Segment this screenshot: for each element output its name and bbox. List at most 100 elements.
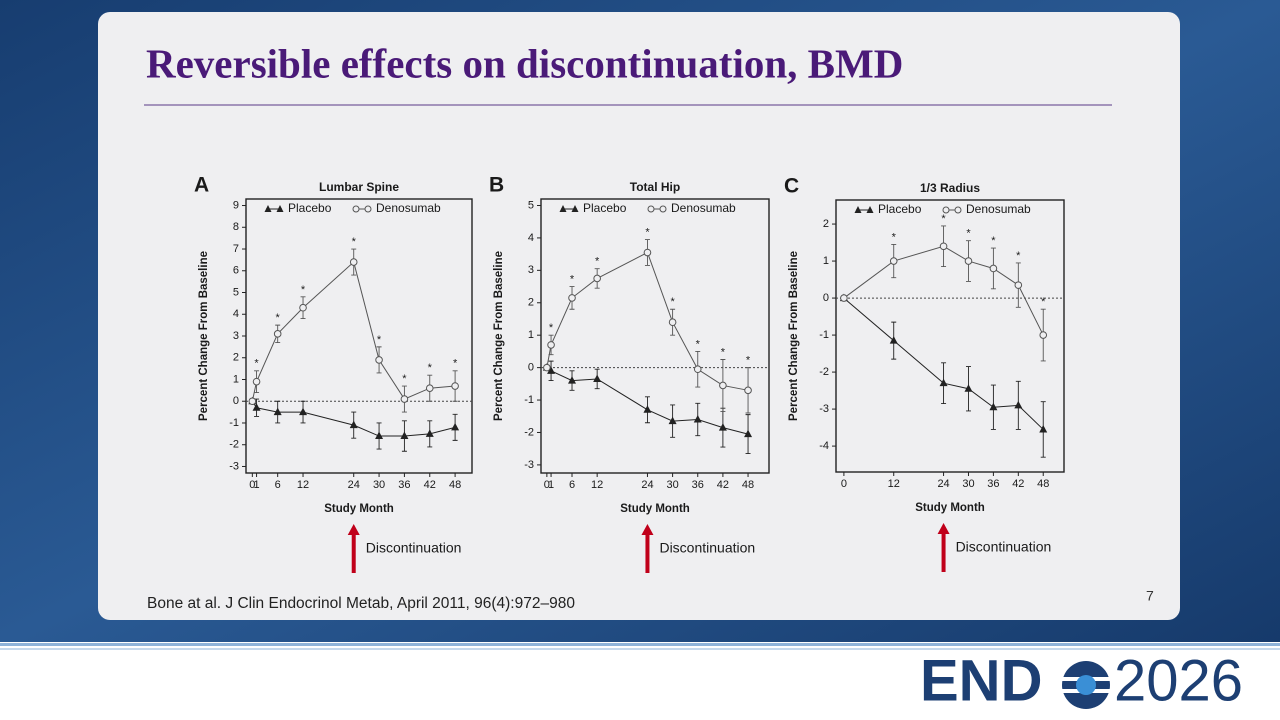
marker-circle (299, 303, 307, 312)
legend-marker (264, 205, 272, 212)
y-tick-label: -2 (819, 366, 829, 378)
legend-label: Denosumab (376, 201, 441, 215)
marker-triangle (668, 416, 677, 425)
x-tick-label: 42 (1012, 478, 1024, 490)
y-tick-label: -3 (524, 459, 534, 471)
significance-marker: * (352, 236, 357, 248)
citation: Bone at al. J Clin Endocrinol Metab, Apr… (147, 595, 575, 612)
marker-circle (568, 294, 576, 302)
marker-circle (273, 330, 282, 338)
legend-marker (364, 205, 372, 213)
slide-title: Reversible effects on discontinuation, B… (146, 40, 903, 86)
legend-marker (954, 206, 962, 214)
marker-circle (451, 382, 459, 390)
logo-right: 2026 (1114, 648, 1243, 713)
x-tick-label: 12 (888, 478, 900, 490)
y-tick-label: -4 (819, 440, 829, 452)
significance-marker: * (276, 312, 281, 324)
annotation-label: Discontinuation (956, 539, 1052, 555)
marker-triangle (744, 429, 753, 438)
x-tick-label: 6 (569, 479, 575, 491)
legend-marker (276, 205, 284, 212)
annotation-arrow (641, 524, 654, 573)
x-tick-label: 36 (987, 478, 999, 490)
legend-label: Placebo (583, 201, 627, 215)
marker-triangle (889, 336, 898, 344)
logo-left: END (920, 648, 1042, 713)
y-tick-label: -1 (229, 417, 239, 429)
significance-marker: * (570, 273, 575, 285)
x-tick-label: 6 (275, 479, 281, 491)
y-tick-label: -3 (819, 403, 829, 415)
chart-title: Lumbar Spine (319, 180, 399, 194)
y-tick-label: 1 (233, 373, 239, 385)
marker-triangle (273, 407, 282, 416)
marker-triangle (349, 420, 358, 429)
x-tick-label: 36 (398, 479, 410, 491)
y-axis-label: Percent Change From Baseline (493, 251, 505, 421)
significance-marker: * (746, 355, 751, 367)
x-tick-label: 48 (742, 479, 754, 491)
x-axis-label: Study Month (620, 503, 690, 515)
legend-label: Placebo (288, 201, 332, 215)
significance-marker: * (645, 226, 650, 238)
y-tick-label: -1 (819, 329, 829, 341)
x-tick-label: 24 (348, 479, 360, 491)
significance-marker: * (696, 338, 701, 350)
marker-triangle (1039, 424, 1048, 433)
legend-entry: Denosumab (647, 201, 736, 215)
marker-circle (400, 395, 409, 403)
x-tick-label: 30 (962, 478, 974, 490)
marker-triangle (568, 376, 577, 384)
legend-label: Placebo (878, 202, 922, 216)
significance-marker: * (595, 256, 600, 268)
marker-circle (964, 257, 973, 265)
page-number: 7 (1146, 588, 1154, 604)
marker-triangle (964, 384, 973, 392)
y-tick-label: -3 (229, 460, 239, 472)
legend-entry: Placebo (854, 202, 922, 216)
plot-frame (835, 199, 1065, 473)
x-tick-label: 0 (544, 479, 550, 491)
x-tick-label: 30 (666, 479, 678, 491)
y-tick-label: 0 (823, 292, 829, 304)
marker-triangle (718, 423, 727, 431)
legend-marker (352, 205, 360, 213)
legend-entry: Placebo (559, 201, 627, 215)
marker-circle (425, 384, 434, 392)
marker-circle (349, 258, 358, 266)
y-tick-label: 1 (823, 255, 829, 267)
legend-marker (659, 205, 667, 213)
y-axis-label: Percent Change From Baseline (198, 251, 210, 421)
annotation-label: Discontinuation (659, 540, 755, 556)
panel-label: C (784, 175, 799, 198)
marker-circle (547, 341, 555, 349)
marker-circle (668, 318, 677, 327)
x-tick-label: 0 (841, 478, 847, 490)
y-tick-label: 2 (528, 297, 534, 309)
x-tick-label: 42 (424, 479, 436, 491)
y-tick-label: 0 (528, 362, 534, 374)
y-tick-label: 2 (233, 352, 239, 364)
x-tick-label: 24 (641, 479, 653, 491)
y-tick-label: 5 (233, 286, 239, 298)
marker-circle (1039, 331, 1048, 339)
marker-circle (593, 274, 601, 283)
legend-marker (647, 205, 655, 213)
annotation-label: Discontinuation (366, 540, 462, 556)
marker-triangle (939, 378, 948, 387)
significance-marker: * (254, 358, 259, 370)
significance-marker: * (1016, 250, 1021, 262)
x-tick-label: 48 (449, 479, 461, 491)
legend-marker (559, 205, 567, 212)
marker-circle (1014, 281, 1023, 289)
marker-circle (719, 381, 727, 390)
marker-triangle (643, 405, 652, 413)
marker-circle (989, 264, 998, 273)
marker-triangle (425, 429, 434, 437)
x-tick-label: 12 (297, 479, 309, 491)
